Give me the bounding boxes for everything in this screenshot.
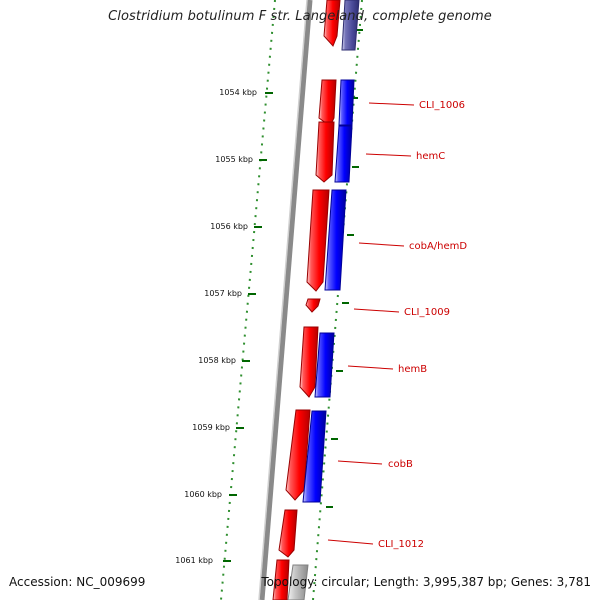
outer-tick-7 [331, 438, 338, 440]
prior-feature-purple [341, 0, 360, 51]
feature-cobb-red [285, 409, 311, 501]
tick-mark-1054 [265, 92, 273, 94]
feature-coba-red [306, 189, 330, 292]
tick-label-1057: 1057 kbp [204, 289, 242, 298]
accession-text: Accession: NC_009699 [9, 575, 146, 589]
outer-dotted-track [312, 0, 363, 600]
genome-backbone [259, 0, 313, 600]
tick-label-1058: 1058 kbp [198, 356, 236, 365]
gene-label-cli1006: CLI_1006 [419, 100, 465, 111]
callout-line-cli1012 [327, 539, 374, 545]
callout-line-hemb [347, 365, 394, 370]
outer-tick-2 [352, 97, 358, 99]
gene-label-layer: CLI_1006 hemC cobA/hemD CLI_1009 hemB co… [378, 100, 467, 550]
feature-cli1012-red [278, 509, 298, 558]
feature-hemb-red [299, 326, 319, 398]
genome-backbone-highlight [258, 0, 308, 600]
tick-mark-1059 [236, 427, 244, 429]
tick-mark-1055 [259, 159, 267, 161]
feature-cli1009-red [305, 298, 321, 313]
gene-label-hemb: hemB [398, 364, 427, 375]
callout-line-hemc [365, 153, 412, 157]
tick-label-1059: 1059 kbp [192, 423, 230, 432]
tick-label-1056: 1056 kbp [210, 222, 248, 231]
callout-line-cli1009 [353, 308, 400, 313]
feature-cobb-blue [302, 410, 327, 503]
feature-layer [272, 0, 360, 600]
inner-tick-layer [220, 0, 276, 600]
feature-cli1006-blue [338, 79, 355, 126]
callout-layer [327, 102, 415, 545]
prior-feature-red [323, 0, 341, 47]
feature-hemc-red [315, 121, 335, 183]
genome-summary-text: Topology: circular; Length: 3,995,387 bp… [261, 575, 591, 589]
tick-mark-1056 [254, 226, 262, 228]
outer-tick-layer [312, 0, 363, 600]
tick-label-1055: 1055 kbp [215, 155, 253, 164]
tick-mark-1060 [229, 494, 237, 496]
outer-tick-4 [347, 234, 354, 236]
callout-line-cobb [337, 460, 383, 465]
callout-line-coba [358, 242, 405, 247]
gene-label-hemc: hemC [416, 151, 445, 162]
feature-hemc-blue [334, 125, 353, 183]
backbone-layer [258, 0, 313, 600]
tick-label-1060: 1060 kbp [184, 490, 222, 499]
gene-label-coba-hemd: cobA/hemD [409, 241, 467, 252]
outer-tick-5 [342, 302, 349, 304]
tick-mark-1057 [248, 293, 256, 295]
tick-label-1054: 1054 kbp [219, 88, 257, 97]
outer-tick-8 [326, 506, 333, 508]
feature-coba-blue [324, 189, 347, 291]
tick-mark-1061 [223, 560, 231, 562]
feature-cli1006-red [318, 79, 337, 127]
gene-label-cobb: cobB [388, 459, 413, 470]
outer-tick-1 [357, 29, 363, 31]
map-title: Clostridium botulinum F str. Langeland, … [108, 9, 492, 24]
callout-line-cli1006 [368, 102, 415, 106]
feature-bottom-gray [287, 564, 309, 600]
feature-bottom-red [272, 559, 290, 600]
gene-label-cli1012: CLI_1012 [378, 539, 424, 550]
tick-label-layer: 1054 kbp 1055 kbp 1056 kbp 1057 kbp 1058… [175, 88, 257, 565]
feature-hemb-blue [314, 332, 335, 398]
tick-mark-1058 [242, 360, 250, 362]
tick-label-1061: 1061 kbp [175, 556, 213, 565]
outer-tick-6 [336, 370, 343, 372]
outer-tick-3 [352, 166, 359, 168]
gene-label-cli1009: CLI_1009 [404, 307, 450, 318]
